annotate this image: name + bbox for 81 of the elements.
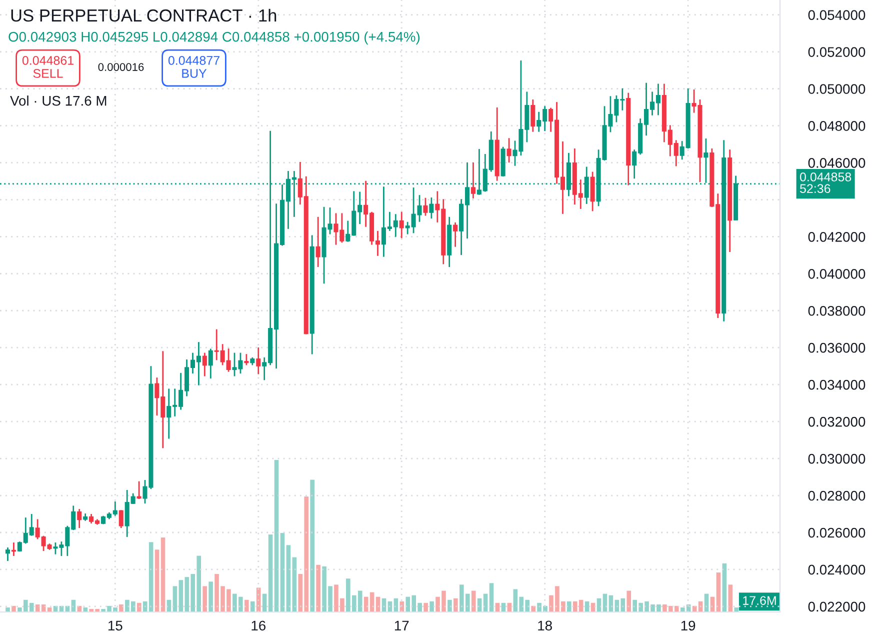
bar: [454, 598, 458, 612]
bar: [208, 582, 213, 612]
bar: [430, 601, 434, 612]
bar: [280, 532, 285, 612]
bar: [728, 584, 733, 612]
candlestick: [423, 197, 428, 216]
x-tick-label: 15: [108, 620, 122, 631]
y-tick-label: 0.046000: [808, 158, 866, 168]
bar: [316, 564, 320, 612]
bar: [424, 602, 428, 612]
y-tick-label: 0.030000: [808, 454, 866, 464]
candlestick: [244, 353, 249, 366]
annotation: 17.6M: [743, 596, 776, 605]
bar: [154, 550, 160, 612]
bar: [489, 583, 494, 612]
annotation: 0.000016: [98, 63, 144, 71]
candlestick: [136, 480, 142, 500]
candlestick: [470, 162, 476, 200]
candlestick: [5, 546, 10, 562]
y-tick-label: 0.054000: [808, 10, 866, 20]
bar: [716, 572, 721, 612]
bar: [178, 580, 184, 612]
bar: [448, 600, 452, 612]
bar: [12, 606, 16, 612]
bar: [160, 538, 166, 612]
bar: [250, 601, 255, 612]
bar: [722, 563, 727, 612]
x-tick-label: 17: [394, 620, 409, 630]
bar: [244, 600, 249, 612]
y-tick-label: 0.026000: [808, 528, 866, 538]
y-tick-label: 0.036000: [808, 342, 866, 353]
candlestick: [11, 542, 16, 557]
bar: [566, 601, 572, 612]
bar: [274, 460, 279, 612]
bar: [286, 545, 291, 612]
annotation: 0.044877 BUY: [168, 56, 220, 78]
y-tick-label: 0.024000: [808, 564, 866, 575]
bar: [6, 607, 10, 612]
y-tick-label: 0.032000: [808, 416, 866, 427]
x-tick-label: 16: [252, 620, 266, 631]
y-tick-label: 0.022000: [808, 602, 866, 612]
bar: [268, 534, 273, 612]
candlestick: [704, 138, 708, 184]
bar: [136, 602, 142, 612]
annotation: Vol · US 17.6 M: [10, 96, 106, 106]
candlestick: [530, 98, 536, 133]
candlestick: [77, 508, 82, 529]
candlestick: [256, 346, 261, 375]
bar: [370, 592, 374, 612]
y-tick-label: 0.034000: [808, 380, 866, 390]
x-tick-label: 18: [538, 620, 552, 631]
candlestick: [208, 348, 213, 380]
candlestick: [316, 216, 320, 268]
y-tick-label: 0.040000: [808, 268, 866, 279]
bar: [626, 590, 632, 612]
chart-title: US PERPETUAL CONTRACT · 1h: [11, 8, 276, 22]
bar: [172, 586, 178, 612]
candlestick: [429, 196, 434, 220]
bar: [202, 586, 207, 612]
annotation: 0.044861 SELL: [22, 56, 74, 78]
bar: [734, 607, 739, 612]
y-tick-label: 0.050000: [808, 84, 866, 94]
candlestick: [118, 509, 124, 529]
y-tick-label: 0.028000: [808, 490, 866, 501]
bar: [83, 607, 88, 612]
bar: [119, 604, 124, 612]
x-tick-label: 19: [681, 620, 696, 631]
y-tick-label: 0.042000: [808, 232, 866, 242]
y-tick-label: 0.048000: [808, 121, 866, 131]
y-tick-label: 0.038000: [808, 306, 866, 316]
bar: [292, 557, 297, 612]
candlestick: [506, 137, 512, 164]
candlestick: [453, 222, 458, 248]
ref-line-label: 0.044858 52:36: [800, 172, 852, 194]
candlestick: [202, 352, 207, 377]
annotation: O0.042903 H0.045295 L0.042894 C0.044858 +0.001950 (+4.54%): [8, 32, 420, 44]
y-tick-label: 0.052000: [808, 47, 866, 57]
bar: [310, 480, 314, 612]
bar: [471, 590, 476, 612]
bar: [531, 606, 536, 612]
candlestick: [399, 211, 404, 239]
